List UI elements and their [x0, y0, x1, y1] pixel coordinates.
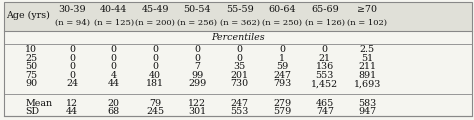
Text: SD: SD	[25, 107, 39, 116]
Text: 730: 730	[231, 79, 249, 88]
Text: 1: 1	[279, 54, 285, 63]
Text: 59: 59	[276, 62, 288, 71]
Text: 45-49: 45-49	[141, 5, 169, 14]
Text: 247: 247	[231, 99, 249, 108]
Text: (n = 200): (n = 200)	[135, 19, 175, 27]
Text: 50-54: 50-54	[183, 5, 211, 14]
Text: 0: 0	[237, 45, 243, 54]
Text: 201: 201	[231, 71, 249, 80]
Text: 181: 181	[146, 79, 164, 88]
Text: Mean: Mean	[25, 99, 53, 108]
Text: 99: 99	[191, 71, 203, 80]
Text: 75: 75	[25, 71, 37, 80]
Text: 0: 0	[322, 45, 328, 54]
Text: 10: 10	[25, 45, 37, 54]
Text: (n = 126): (n = 126)	[305, 19, 345, 27]
Bar	[4, 2, 472, 31]
Text: 55-59: 55-59	[226, 5, 254, 14]
Text: 891: 891	[358, 71, 376, 80]
Text: 0: 0	[152, 54, 158, 63]
Text: 12: 12	[66, 99, 78, 108]
Text: 0: 0	[110, 62, 117, 71]
Text: Age (yrs): Age (yrs)	[6, 11, 50, 20]
Text: 0: 0	[69, 62, 75, 71]
Text: 51: 51	[361, 54, 374, 63]
Text: 301: 301	[188, 107, 206, 116]
Text: 4: 4	[110, 71, 117, 80]
Text: 299: 299	[188, 79, 206, 88]
Text: 25: 25	[25, 54, 37, 63]
Text: 2.5: 2.5	[360, 45, 375, 54]
Text: 20: 20	[108, 99, 119, 108]
Text: 65-69: 65-69	[311, 5, 338, 14]
Text: (n = 125): (n = 125)	[93, 19, 134, 27]
Text: 136: 136	[316, 62, 334, 71]
Text: 35: 35	[234, 62, 246, 71]
Text: 279: 279	[273, 99, 292, 108]
Text: 44: 44	[108, 79, 119, 88]
Text: 245: 245	[146, 107, 164, 116]
Text: 0: 0	[69, 45, 75, 54]
Text: 30-39: 30-39	[58, 5, 86, 14]
Text: 0: 0	[152, 45, 158, 54]
Text: 21: 21	[319, 54, 331, 63]
Text: 0: 0	[110, 45, 117, 54]
Text: 0: 0	[69, 54, 75, 63]
Text: 50: 50	[25, 62, 37, 71]
Text: ≥70: ≥70	[357, 5, 377, 14]
Text: 0: 0	[110, 54, 117, 63]
Text: 211: 211	[358, 62, 376, 71]
Text: 747: 747	[316, 107, 334, 116]
Text: (n = 362): (n = 362)	[220, 19, 260, 27]
Text: 0: 0	[279, 45, 285, 54]
Text: 7: 7	[194, 62, 200, 71]
Text: 60-64: 60-64	[268, 5, 296, 14]
Text: 0: 0	[152, 62, 158, 71]
Text: 0: 0	[237, 54, 243, 63]
Text: 553: 553	[230, 107, 249, 116]
Text: Percentiles: Percentiles	[211, 33, 264, 42]
Text: 0: 0	[194, 45, 200, 54]
Text: 553: 553	[316, 71, 334, 80]
Text: 947: 947	[358, 107, 376, 116]
Text: 90: 90	[25, 79, 37, 88]
Text: 1,693: 1,693	[354, 79, 381, 88]
Text: 579: 579	[273, 107, 292, 116]
Text: 79: 79	[149, 99, 161, 108]
Text: 40: 40	[149, 71, 161, 80]
Text: 0: 0	[69, 71, 75, 80]
Text: (n = 94): (n = 94)	[55, 19, 90, 27]
Text: 1,452: 1,452	[311, 79, 338, 88]
Text: 793: 793	[273, 79, 292, 88]
Text: (n = 250): (n = 250)	[262, 19, 302, 27]
Text: 68: 68	[108, 107, 120, 116]
Text: 583: 583	[358, 99, 376, 108]
Text: (n = 256): (n = 256)	[177, 19, 217, 27]
Text: 0: 0	[194, 54, 200, 63]
Text: 44: 44	[66, 107, 78, 116]
Text: (n = 102): (n = 102)	[347, 19, 387, 27]
Text: 24: 24	[66, 79, 78, 88]
Text: 40-44: 40-44	[100, 5, 128, 14]
Text: 122: 122	[188, 99, 206, 108]
Text: 247: 247	[273, 71, 291, 80]
Text: 465: 465	[316, 99, 334, 108]
